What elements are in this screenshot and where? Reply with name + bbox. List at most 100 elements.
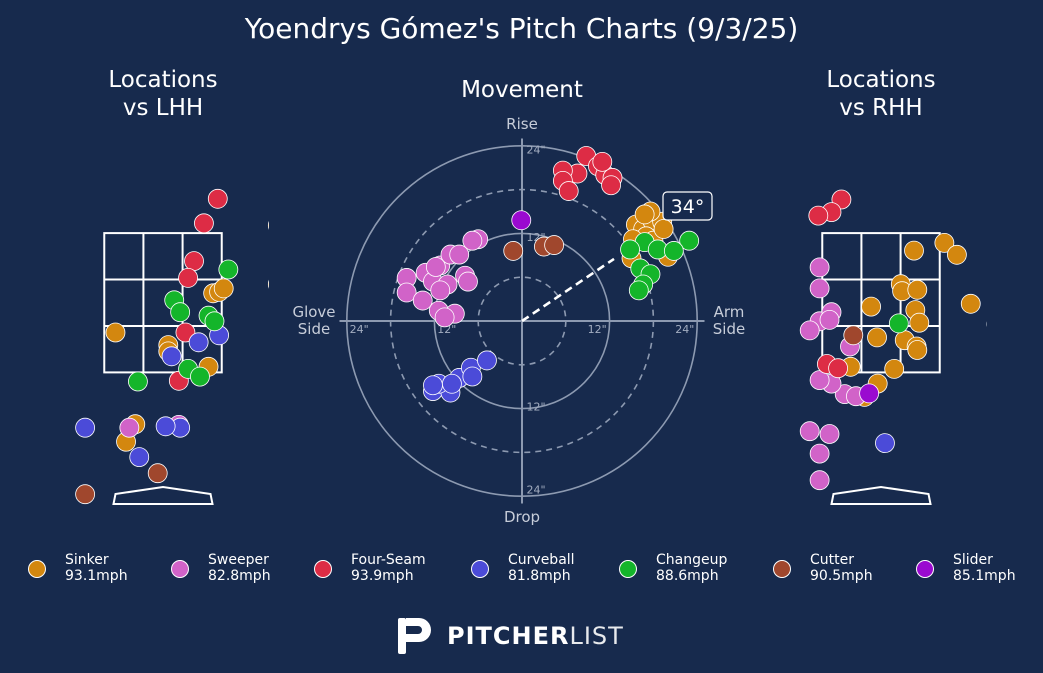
legend-pitch-name: Sinker — [65, 552, 109, 568]
pitch-point-sinker — [986, 321, 987, 327]
pitch-point-changeup — [218, 259, 239, 280]
legend-label: Four-Seam 93.9mph — [351, 552, 426, 584]
pitch-point-sweeper — [799, 320, 820, 341]
axis-label-glove-side: Glove Side — [292, 303, 335, 338]
pitch-point-sinker — [934, 232, 955, 253]
pitcherlist-wordmark: PITCHERLIST — [447, 622, 624, 650]
legend-marker — [471, 560, 489, 578]
legend-pitch-name: Slider — [953, 552, 993, 568]
chart-title: Yoendrys Gómez's Pitch Charts (9/3/25) — [244, 12, 799, 45]
pitch-point-cutter — [843, 325, 864, 346]
pitch-point-sinker — [909, 312, 930, 333]
locations-vs-lhh-panel: Locations vs LHH — [75, 67, 269, 505]
pitch-point-sweeper — [809, 443, 830, 464]
tick-label-bottom-12: 12" — [526, 400, 545, 413]
pitch-point-sweeper — [458, 271, 478, 292]
legend-marker — [916, 560, 934, 578]
legend-pitch-name: Sweeper — [208, 552, 269, 568]
pitch-point-sinker — [634, 204, 655, 225]
pitch-point-sinker — [267, 220, 269, 230]
legend-label: Cutter 90.5mph — [810, 552, 873, 584]
axis-label-rise: Rise — [506, 115, 538, 133]
pitch-point-sweeper — [819, 424, 840, 444]
pitch-point-four-seam — [178, 267, 198, 288]
legend-pitch-speed: 88.6mph — [656, 568, 719, 584]
rhh-title: Locations vs RHH — [826, 67, 935, 121]
axis-label-arm-side: Arm Side — [713, 303, 745, 338]
tick-label-top-24: 24" — [526, 143, 545, 156]
pitch-point-sinker — [907, 340, 928, 360]
pitch-point-sweeper — [809, 257, 830, 278]
pitch-point-sinker — [653, 219, 674, 239]
movement-panel: Movement Rise Drop Glove Side Arm Side 24" 12" 12… — [292, 77, 745, 526]
pitch-point-curveball — [423, 375, 443, 396]
pitch-point-changeup — [663, 241, 684, 261]
legend-label: Changeup 88.6mph — [656, 552, 727, 584]
legend-pitch-speed: 82.8mph — [208, 568, 271, 584]
legend-pitch-speed: 90.5mph — [810, 568, 873, 584]
pitch-point-changeup — [190, 366, 210, 387]
legend-pitch-name: Cutter — [810, 552, 854, 568]
legend-label: Sinker 93.1mph — [65, 552, 128, 584]
pitch-point-curveball — [188, 332, 209, 353]
arm-angle-line — [521, 257, 615, 323]
legend-pitch-name: Changeup — [656, 552, 728, 568]
pitch-point-changeup — [679, 230, 700, 251]
pitch-point-sweeper — [449, 244, 470, 265]
legend-pitch-name: Four-Seam — [351, 552, 426, 568]
pitch-point-sweeper — [819, 309, 840, 330]
legend-pitch-speed: 85.1mph — [953, 568, 1016, 584]
legend-label: Slider 85.1mph — [953, 552, 1016, 584]
legend-pitch-name: Curveball — [508, 552, 575, 568]
pitch-point-sinker — [904, 240, 924, 261]
pitch-point-curveball — [875, 433, 895, 454]
tick-label-right-24: 24" — [675, 323, 694, 336]
lhh-title: Locations vs LHH — [108, 67, 217, 121]
rhh-strike-zone — [821, 232, 941, 374]
pitch-point-sinker — [960, 293, 981, 314]
locations-vs-rhh-panel: Locations vs RHH — [799, 67, 987, 505]
pitch-point-curveball — [462, 366, 483, 387]
legend-marker — [314, 560, 332, 578]
pitcherlist-logo-icon — [398, 618, 431, 654]
pitch-point-changeup — [888, 313, 909, 334]
pitch-point-sinker — [947, 244, 967, 265]
movement-title: Movement — [461, 77, 583, 103]
pitch-point-sinker — [867, 327, 887, 348]
pitch-point-curveball — [129, 447, 150, 468]
pitch-point-changeup — [128, 371, 148, 392]
pitch-point-sweeper — [809, 470, 830, 491]
lhh-home-plate — [112, 485, 214, 505]
pitch-point-sweeper — [799, 421, 820, 442]
legend-marker — [171, 560, 189, 578]
pitch-point-slider — [511, 210, 532, 231]
tick-label-right-12: 12" — [588, 323, 607, 336]
pitch-point-cutter — [147, 463, 168, 484]
pitch-point-four-seam — [558, 181, 579, 201]
pitch-point-four-seam — [601, 175, 621, 196]
strike-zone-border — [103, 232, 223, 374]
pitch-point-sinker — [907, 279, 928, 300]
legend-pitch-speed: 93.1mph — [65, 568, 128, 584]
pitch-point-sweeper — [430, 280, 451, 301]
pitch-point-sweeper — [119, 417, 140, 438]
pitch-point-sinker — [105, 322, 126, 343]
arm-angle-label-box — [662, 191, 713, 221]
pitch-point-four-seam — [808, 205, 829, 226]
pitch-point-sinker — [884, 358, 905, 379]
pitch-point-cutter — [544, 235, 565, 255]
pitch-point-curveball — [442, 373, 462, 394]
legend-marker — [28, 560, 46, 578]
pitch-point-sinker — [213, 278, 234, 299]
pitcherlist-logo: PITCHERLIST — [395, 612, 635, 658]
arm-angle-label: 34° — [671, 196, 705, 218]
legend-label: Curveball 81.8mph — [508, 552, 575, 584]
pitch-point-curveball — [155, 416, 176, 437]
pitch-point-four-seam — [184, 251, 204, 272]
tick-label-bottom-24: 24" — [526, 484, 545, 497]
pitch-point-changeup — [628, 280, 649, 301]
pitch-point-sinker — [861, 296, 881, 317]
legend-label: Sweeper 82.8mph — [208, 552, 271, 584]
pitch-point-changeup — [620, 239, 640, 260]
